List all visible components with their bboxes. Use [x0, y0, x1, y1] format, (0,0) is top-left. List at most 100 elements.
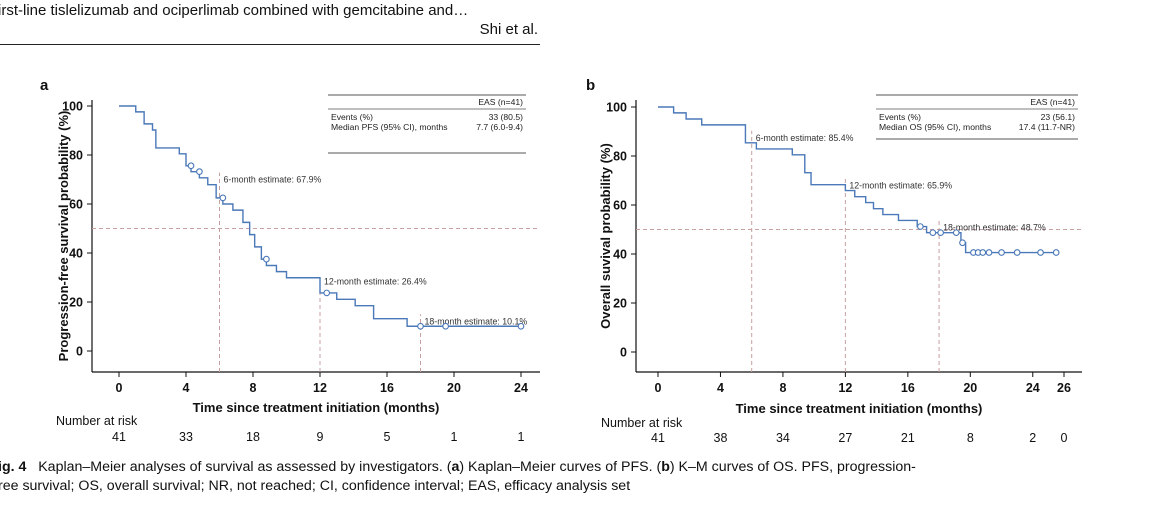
risk-count: 9 [317, 430, 324, 444]
estimate-label: 18-month estimate: 48.7% [943, 223, 1046, 233]
running-authors: Shi et al. [479, 21, 538, 38]
estimate-label: 12-month estimate: 26.4% [324, 276, 427, 286]
censor-marker [985, 249, 993, 256]
censor-marker [916, 223, 924, 230]
estimate-label: 6-month estimate: 67.9% [224, 175, 322, 185]
x-axis-label: Time since treatment initiation (months) [736, 401, 983, 416]
censor-marker [323, 289, 331, 297]
summary-table-header: EAS (n=41) [1030, 97, 1075, 107]
panel-letter-a: a [40, 77, 49, 94]
censor-marker [517, 322, 525, 330]
censor-marker [263, 255, 270, 263]
summary-table-bg [328, 95, 526, 153]
risk-table-label: Number at risk [601, 416, 683, 430]
risk-count: 0 [1061, 431, 1068, 445]
risk-count: 1 [451, 430, 458, 444]
x-tick-label: 20 [447, 381, 461, 395]
summary-table-header: EAS (n=41) [478, 97, 523, 107]
y-tick-label: 40 [69, 247, 83, 261]
summary-row-label: Events (%) [331, 112, 373, 122]
y-tick-label: 80 [69, 149, 83, 163]
risk-count: 8 [967, 431, 974, 445]
survival-curve [119, 105, 521, 327]
x-tick-label: 26 [1057, 381, 1071, 395]
x-tick-label: 8 [779, 381, 786, 395]
censor-marker [1037, 249, 1044, 256]
caption-part: ) Kaplan–Meier curves of PFS. ( [459, 459, 662, 475]
censor-marker [442, 322, 449, 330]
censor-marker [937, 229, 944, 237]
risk-count: 2 [1029, 431, 1036, 445]
x-tick-label: 4 [183, 381, 190, 395]
y-tick-label: 0 [620, 346, 627, 360]
x-tick-label: 20 [963, 381, 977, 395]
caption-part: Kaplan–Meier analyses of survival as ass… [38, 459, 452, 475]
risk-count: 27 [838, 431, 852, 445]
censor-marker [219, 194, 227, 202]
summary-table-bg [876, 95, 1078, 139]
summary-row-label: Median PFS (95% CI), months [331, 122, 448, 132]
x-tick-label: 12 [838, 381, 852, 395]
x-tick-label: 0 [116, 381, 123, 395]
censor-marker [187, 162, 195, 170]
estimate-label: 18-month estimate: 10.1% [425, 316, 528, 326]
y-tick-label: 40 [613, 248, 627, 262]
censor-marker [417, 322, 424, 330]
censor-marker [196, 168, 203, 176]
x-tick-label: 12 [313, 381, 327, 395]
risk-count: 41 [651, 431, 665, 445]
censor-marker [998, 249, 1005, 256]
x-tick-label: 24 [1026, 381, 1040, 395]
summary-row-value: 7.7 (6.0-9.4) [476, 122, 523, 132]
running-header: irst-line tislelizumab and ociperlimab c… [0, 0, 540, 45]
caption-part: ) K–M curves of OS. PFS, progression- [669, 459, 916, 475]
censor-marker [952, 229, 960, 237]
panel-letter-b: b [586, 77, 595, 94]
y-tick-label: 20 [69, 296, 83, 310]
summary-row-label: Events (%) [879, 112, 921, 122]
x-tick-label: 24 [514, 381, 528, 395]
risk-count: 21 [901, 431, 915, 445]
risk-table-label: Number at risk [56, 414, 138, 428]
risk-count: 5 [384, 430, 391, 444]
estimate-label: 6-month estimate: 85.4% [756, 133, 854, 143]
figure-number: ig. 4 [0, 459, 27, 475]
y-tick-label: 80 [613, 150, 627, 164]
risk-count: 41 [112, 430, 126, 444]
y-tick-label: 100 [62, 100, 83, 114]
caption-part: a [451, 459, 460, 475]
y-tick-label: 20 [613, 297, 627, 311]
summary-row-value: 33 (80.5) [489, 112, 524, 122]
censor-marker [1013, 249, 1021, 256]
caption-text: Kaplan–Meier analyses of survival as ass… [0, 459, 916, 494]
risk-count: 34 [776, 431, 790, 445]
censor-marker [929, 229, 937, 237]
x-axis-label: Time since treatment initiation (months) [193, 400, 440, 415]
y-axis-label: Overall suvival probability (%) [598, 143, 613, 329]
x-tick-label: 16 [901, 381, 915, 395]
x-tick-label: 16 [380, 381, 394, 395]
y-tick-label: 100 [606, 101, 627, 115]
censor-marker [1052, 249, 1060, 256]
x-tick-label: 0 [655, 381, 662, 395]
censor-marker [979, 249, 987, 256]
summary-row-label: Median OS (95% CI), months [879, 122, 991, 132]
caption-part: b [661, 459, 670, 475]
risk-count: 38 [714, 431, 728, 445]
censor-marker [959, 239, 966, 247]
summary-row-value: 23 (56.1) [1041, 112, 1076, 122]
summary-row-value: 17.4 (11.7-NR) [1019, 122, 1075, 132]
risk-count: 18 [246, 430, 260, 444]
caption-part: ree survival; OS, overall survival; NR, … [0, 478, 631, 494]
running-title: irst-line tislelizumab and ociperlimab c… [0, 2, 469, 19]
x-tick-label: 4 [717, 381, 724, 395]
y-axis-label: Progression-free survival probability (%… [56, 111, 71, 362]
y-tick-label: 60 [613, 199, 627, 213]
y-tick-label: 0 [76, 345, 83, 359]
estimate-label: 12-month estimate: 65.9% [849, 181, 952, 191]
y-tick-label: 60 [69, 198, 83, 212]
figure-caption: ig. 4 Kaplan–Meier analyses of survival … [0, 458, 1148, 496]
risk-count: 1 [518, 430, 525, 444]
risk-count: 33 [179, 430, 193, 444]
